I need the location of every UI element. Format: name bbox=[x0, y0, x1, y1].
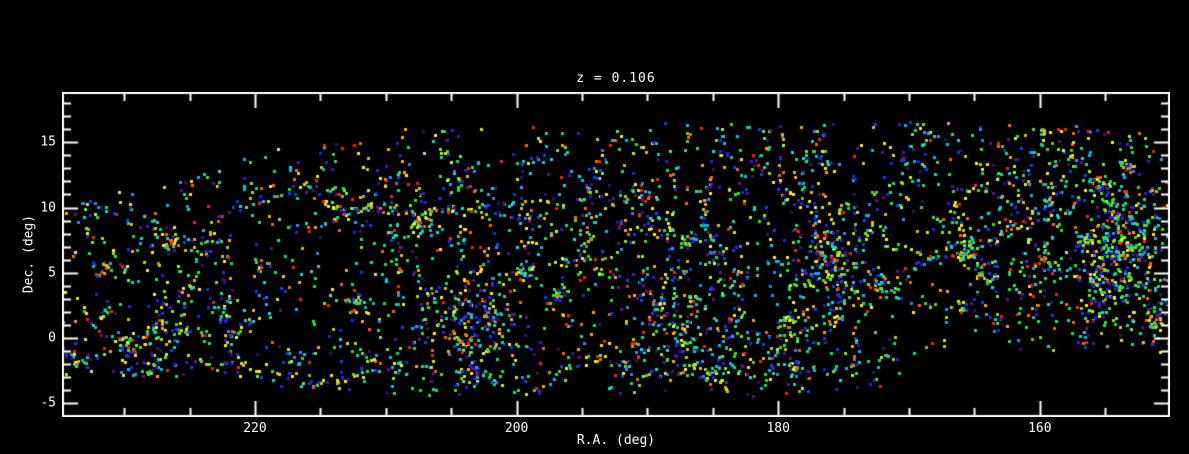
x-tick-label: 200 bbox=[504, 421, 529, 436]
x-tick-label: 160 bbox=[1028, 421, 1052, 436]
y-axis-label: Dec. (deg) bbox=[21, 214, 37, 294]
scatter-plot-canvas bbox=[62, 92, 1170, 417]
y-tick-label: -5 bbox=[40, 395, 56, 411]
x-axis-label: R.A. (deg) bbox=[576, 433, 656, 448]
x-tick-label: 220 bbox=[243, 421, 267, 436]
plot-title: z = 0.106 bbox=[576, 71, 656, 86]
y-tick-label: 15 bbox=[40, 134, 56, 150]
y-tick-label: 10 bbox=[40, 200, 56, 215]
y-tick-label: 0 bbox=[48, 330, 56, 346]
x-tick-label: 180 bbox=[766, 421, 790, 436]
y-tick-label: 5 bbox=[48, 265, 56, 281]
